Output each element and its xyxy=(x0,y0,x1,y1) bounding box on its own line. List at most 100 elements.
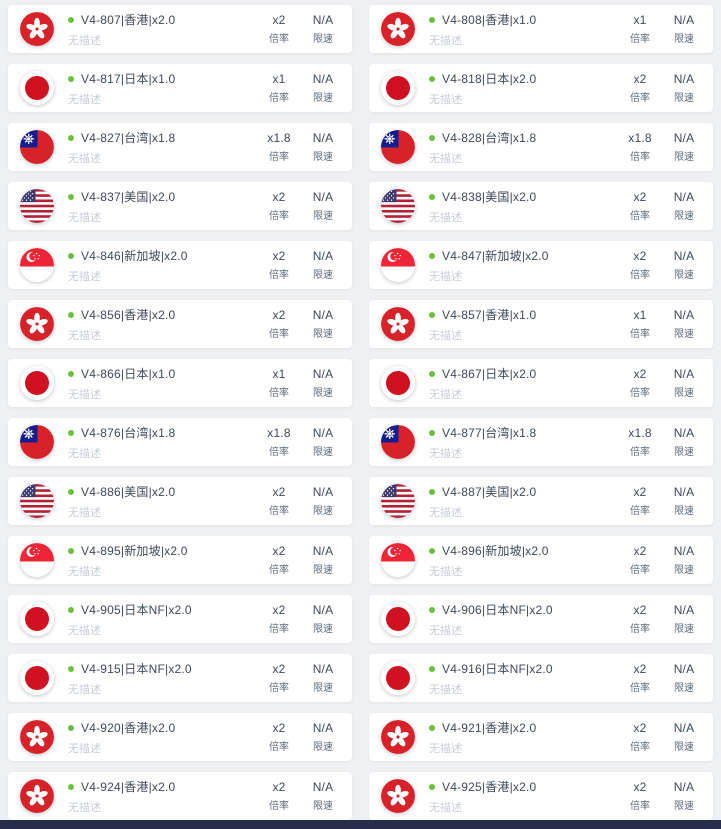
hk-flag-icon xyxy=(381,307,415,341)
node-card[interactable]: V4-838|美国|x2.0 无描述 x2 倍率 N/A 限速 xyxy=(369,182,713,230)
online-status-dot-icon xyxy=(68,193,74,200)
node-card[interactable]: V4-837|美国|x2.0 无描述 x2 倍率 N/A 限速 xyxy=(8,182,352,230)
node-name: V4-856|香港|x2.0 xyxy=(81,308,176,322)
speed-limit-stat: N/A 限速 xyxy=(310,603,336,635)
rate-value: x1.8 xyxy=(267,131,291,145)
speed-limit-stat: N/A 限速 xyxy=(671,426,697,458)
node-card[interactable]: V4-827|台湾|x1.8 无描述 x1.8 倍率 N/A 限速 xyxy=(8,123,352,171)
jp-flag-icon xyxy=(381,661,415,695)
node-description: 无描述 xyxy=(429,389,462,401)
node-card[interactable]: V4-876|台湾|x1.8 无描述 x1.8 倍率 N/A 限速 xyxy=(8,418,352,466)
rate-value: x2 xyxy=(633,72,647,86)
rate-label: 倍率 xyxy=(269,565,289,576)
node-card[interactable]: V4-846|新加坡|x2.0 无描述 x2 倍率 N/A 限速 xyxy=(8,241,352,289)
speed-limit-stat: N/A 限速 xyxy=(310,72,336,104)
speed-limit-value: N/A xyxy=(673,13,695,27)
speed-limit-stat: N/A 限速 xyxy=(310,131,336,163)
node-name: V4-887|美国|x2.0 xyxy=(442,485,537,499)
node-card[interactable]: V4-818|日本|x2.0 无描述 x2 倍率 N/A 限速 xyxy=(369,64,713,112)
speed-limit-value: N/A xyxy=(312,662,334,676)
node-card[interactable]: V4-817|日本|x1.0 无描述 x1 倍率 N/A 限速 xyxy=(8,64,352,112)
node-card[interactable]: V4-857|香港|x1.0 无描述 x1 倍率 N/A 限速 xyxy=(369,300,713,348)
online-status-dot-icon xyxy=(429,16,435,23)
node-card[interactable]: V4-856|香港|x2.0 无描述 x2 倍率 N/A 限速 xyxy=(8,300,352,348)
node-card[interactable]: V4-866|日本|x1.0 无描述 x1 倍率 N/A 限速 xyxy=(8,359,352,407)
node-card[interactable]: V4-921|香港|x2.0 无描述 x2 倍率 N/A 限速 xyxy=(369,713,713,761)
speed-limit-value: N/A xyxy=(673,249,695,263)
node-name: V4-876|台湾|x1.8 xyxy=(81,426,176,440)
speed-limit-stat: N/A 限速 xyxy=(310,485,336,517)
speed-limit-value: N/A xyxy=(312,190,334,204)
node-description: 无描述 xyxy=(429,566,462,578)
speed-limit-label: 限速 xyxy=(313,506,333,517)
node-description: 无描述 xyxy=(68,625,101,637)
speed-limit-value: N/A xyxy=(673,485,695,499)
node-card[interactable]: V4-906|日本NF|x2.0 无描述 x2 倍率 N/A 限速 xyxy=(369,595,713,643)
node-card[interactable]: V4-867|日本|x2.0 无描述 x2 倍率 N/A 限速 xyxy=(369,359,713,407)
node-description: 无描述 xyxy=(429,35,462,47)
node-card[interactable]: V4-920|香港|x2.0 无描述 x2 倍率 N/A 限速 xyxy=(8,713,352,761)
node-card[interactable]: V4-877|台湾|x1.8 无描述 x1.8 倍率 N/A 限速 xyxy=(369,418,713,466)
speed-limit-stat: N/A 限速 xyxy=(310,308,336,340)
node-card[interactable]: V4-896|新加坡|x2.0 无描述 x2 倍率 N/A 限速 xyxy=(369,536,713,584)
node-description: 无描述 xyxy=(429,153,462,165)
speed-limit-stat: N/A 限速 xyxy=(310,190,336,222)
rate-stat: x2 倍率 xyxy=(627,249,653,281)
speed-limit-label: 限速 xyxy=(674,742,694,753)
speed-limit-stat: N/A 限速 xyxy=(671,780,697,812)
node-name: V4-818|日本|x2.0 xyxy=(442,72,537,86)
speed-limit-label: 限速 xyxy=(674,683,694,694)
node-name: V4-838|美国|x2.0 xyxy=(442,190,537,204)
node-card[interactable]: V4-807|香港|x2.0 无描述 x2 倍率 N/A 限速 xyxy=(8,5,352,53)
node-card[interactable]: V4-828|台湾|x1.8 无描述 x1.8 倍率 N/A 限速 xyxy=(369,123,713,171)
speed-limit-value: N/A xyxy=(673,72,695,86)
online-status-dot-icon xyxy=(429,311,435,318)
jp-flag-icon xyxy=(381,366,415,400)
node-card[interactable]: V4-916|日本NF|x2.0 无描述 x2 倍率 N/A 限速 xyxy=(369,654,713,702)
node-card[interactable]: V4-808|香港|x1.0 无描述 x1 倍率 N/A 限速 xyxy=(369,5,713,53)
rate-value: x1 xyxy=(272,367,286,381)
hk-flag-icon xyxy=(381,720,415,754)
rate-value: x1 xyxy=(272,72,286,86)
rate-value: x2 xyxy=(272,721,286,735)
rate-label: 倍率 xyxy=(269,683,289,694)
rate-stat: x2 倍率 xyxy=(266,13,292,45)
node-name: V4-808|香港|x1.0 xyxy=(442,13,537,27)
node-card[interactable]: V4-924|香港|x2.0 无描述 x2 倍率 N/A 限速 xyxy=(8,772,352,820)
rate-value: x2 xyxy=(272,662,286,676)
speed-limit-value: N/A xyxy=(312,780,334,794)
online-status-dot-icon xyxy=(429,783,435,790)
speed-limit-label: 限速 xyxy=(674,801,694,812)
node-description: 无描述 xyxy=(429,94,462,106)
node-card[interactable]: V4-915|日本NF|x2.0 无描述 x2 倍率 N/A 限速 xyxy=(8,654,352,702)
node-name: V4-837|美国|x2.0 xyxy=(81,190,176,204)
online-status-dot-icon xyxy=(68,724,74,731)
node-card[interactable]: V4-895|新加坡|x2.0 无描述 x2 倍率 N/A 限速 xyxy=(8,536,352,584)
jp-flag-icon xyxy=(20,366,54,400)
rate-label: 倍率 xyxy=(630,683,650,694)
rate-label: 倍率 xyxy=(269,93,289,104)
speed-limit-value: N/A xyxy=(312,308,334,322)
online-status-dot-icon xyxy=(429,665,435,672)
rate-label: 倍率 xyxy=(630,329,650,340)
speed-limit-value: N/A xyxy=(312,249,334,263)
node-description: 无描述 xyxy=(429,743,462,755)
rate-stat: x2 倍率 xyxy=(627,780,653,812)
rate-label: 倍率 xyxy=(630,565,650,576)
rate-label: 倍率 xyxy=(269,388,289,399)
node-card[interactable]: V4-925|香港|x2.0 无描述 x2 倍率 N/A 限速 xyxy=(369,772,713,820)
hk-flag-icon xyxy=(381,779,415,813)
sg-flag-icon xyxy=(381,248,415,282)
rate-label: 倍率 xyxy=(630,447,650,458)
node-card[interactable]: V4-886|美国|x2.0 无描述 x2 倍率 N/A 限速 xyxy=(8,477,352,525)
rate-value: x2 xyxy=(633,721,647,735)
node-card[interactable]: V4-847|新加坡|x2.0 无描述 x2 倍率 N/A 限速 xyxy=(369,241,713,289)
rate-label: 倍率 xyxy=(630,742,650,753)
speed-limit-label: 限速 xyxy=(313,388,333,399)
online-status-dot-icon xyxy=(68,134,74,141)
node-card[interactable]: V4-887|美国|x2.0 无描述 x2 倍率 N/A 限速 xyxy=(369,477,713,525)
rate-value: x1 xyxy=(633,308,647,322)
jp-flag-icon xyxy=(20,602,54,636)
speed-limit-stat: N/A 限速 xyxy=(310,13,336,45)
node-card[interactable]: V4-905|日本NF|x2.0 无描述 x2 倍率 N/A 限速 xyxy=(8,595,352,643)
